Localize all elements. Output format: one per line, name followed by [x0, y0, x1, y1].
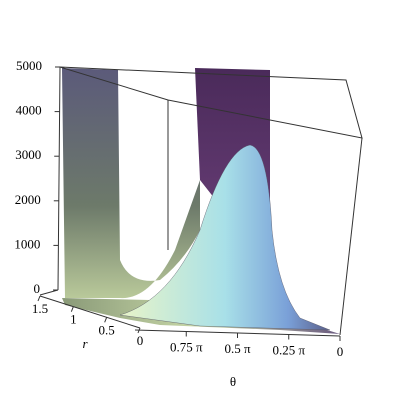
x-tick — [104, 317, 108, 323]
x-tick-label: 0.5 — [99, 322, 115, 337]
x-tick — [37, 295, 41, 302]
box-frame — [39, 66, 363, 336]
x-axis-label: r — [82, 336, 88, 351]
x-axis — [39, 295, 141, 329]
z-tick-label: 5000 — [16, 58, 42, 73]
y-axis-label: θ — [230, 374, 236, 389]
y-tick-label: 0.75 π — [170, 339, 203, 354]
surface — [62, 68, 340, 334]
y-tick-label: 0.5 π — [224, 341, 251, 356]
z-tick-label: 3000 — [15, 147, 41, 162]
z-tick-label: 0 — [34, 281, 41, 296]
z-tick-label: 4000 — [16, 103, 42, 118]
x-tick-label: 0 — [137, 333, 144, 348]
x-tick — [70, 306, 74, 312]
z-tick-label: 1000 — [14, 236, 40, 251]
x-tick-label: 1.5 — [32, 301, 48, 316]
x-tick-label: 1 — [70, 312, 77, 327]
y-tick-label: 0 — [337, 344, 344, 359]
y-tick-label: 0.25 π — [272, 342, 305, 357]
y-axis — [134, 329, 341, 337]
z-tick-label: 2000 — [15, 192, 41, 207]
